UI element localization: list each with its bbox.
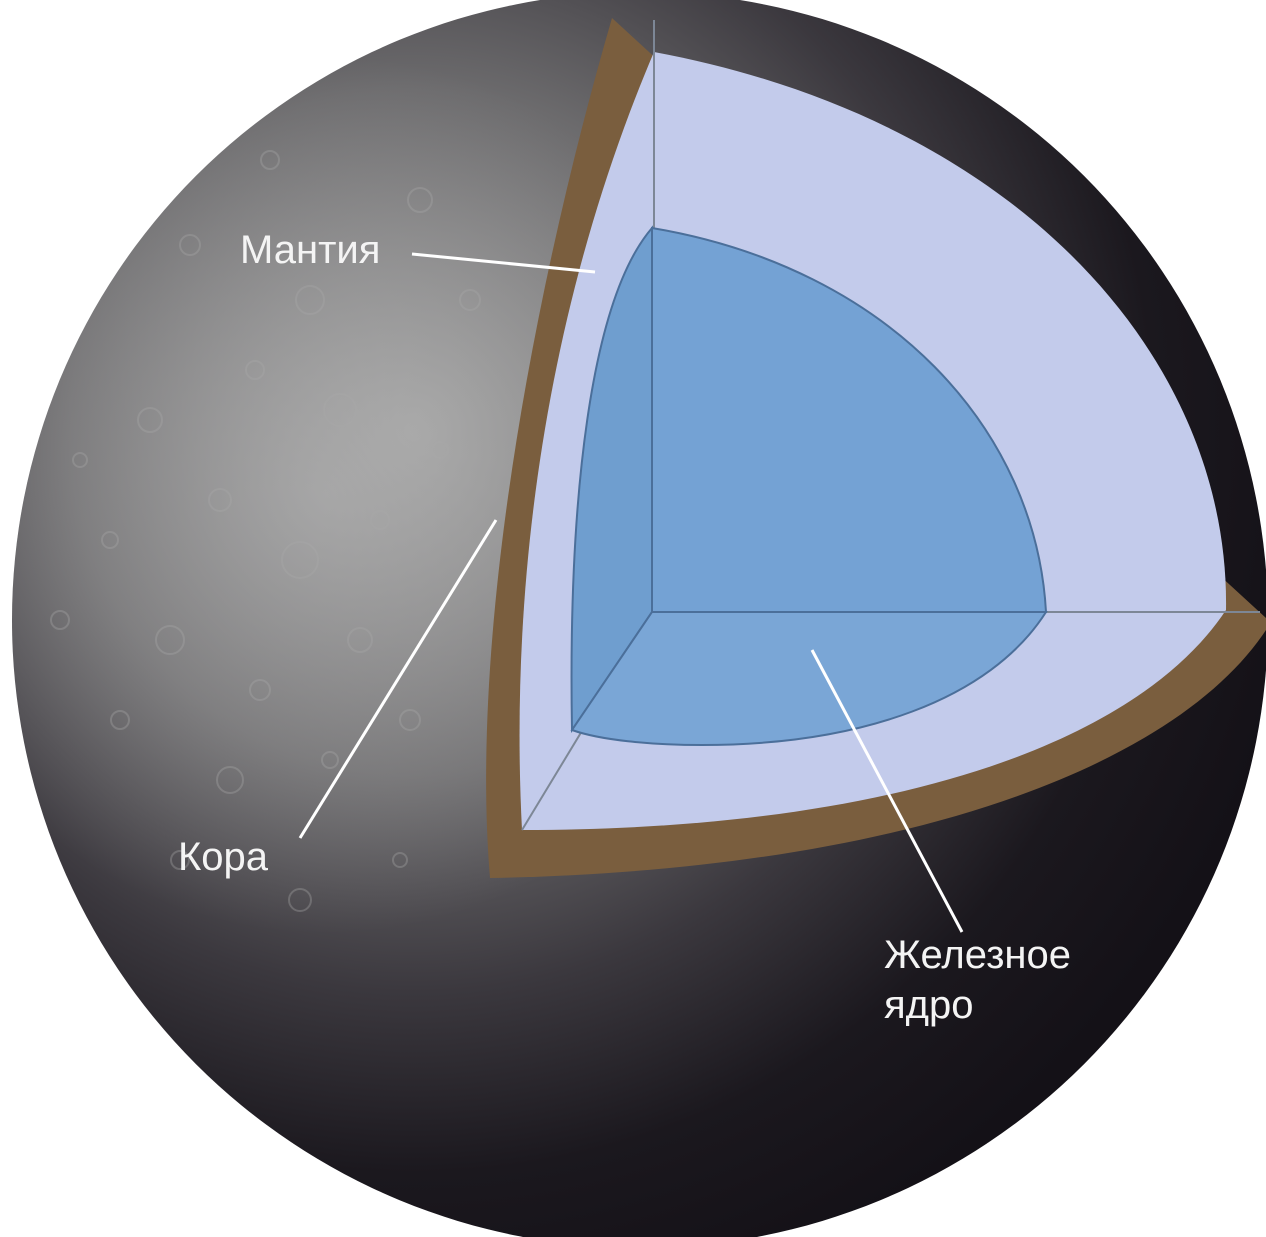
crust-label: Кора	[178, 835, 269, 879]
leader-lines	[298, 252, 964, 933]
core-leader-line	[810, 649, 964, 933]
core-label-line1: Железное	[884, 933, 1071, 977]
mantle-leader-line	[411, 252, 596, 274]
core-label-line2: ядро	[884, 983, 974, 1027]
core-layer	[570, 225, 1048, 747]
mantle-label: Мантия	[240, 228, 380, 272]
crust-leader-line	[298, 519, 498, 839]
